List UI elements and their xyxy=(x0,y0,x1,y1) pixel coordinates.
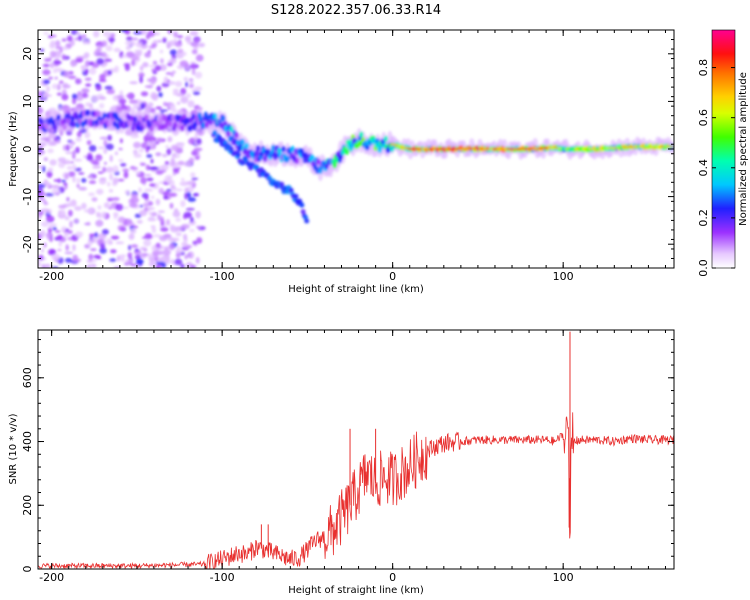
y-tick-label: 400 xyxy=(21,431,34,452)
colorbar-tick-label: 0.8 xyxy=(697,59,710,77)
y-tick-label: 600 xyxy=(21,367,34,388)
y-tick-label: 200 xyxy=(21,495,34,516)
y-tick-label: 10 xyxy=(21,94,34,108)
snr-panel: -200 -100 0 100 0 200 400 600 Height of straigh… xyxy=(8,329,675,596)
y-tick-label: -20 xyxy=(21,235,34,253)
colorbar-tick-label: 0.0 xyxy=(697,259,710,277)
snr-ticks: -200 -100 0 100 0 200 400 600 xyxy=(21,330,674,584)
figure-title: S128.2022.357.06.33.R14 xyxy=(271,3,441,18)
colorbar-tick-label: 0.6 xyxy=(697,109,710,127)
colorbar-ticks: 0.0 0.2 0.4 0.6 0.8 xyxy=(697,59,735,277)
snr-frame xyxy=(37,329,675,570)
snr-ylabel: SNR (10 * v/v) xyxy=(8,413,19,484)
y-tick-label: 20 xyxy=(21,47,34,61)
y-tick-label: 0 xyxy=(21,566,34,573)
x-tick-label: -100 xyxy=(210,270,235,283)
x-tick-label: 0 xyxy=(389,270,396,283)
x-tick-label: 100 xyxy=(553,571,574,584)
x-tick-label: 0 xyxy=(389,571,396,584)
colorbar-tick-label: 0.2 xyxy=(697,209,710,227)
colorbar: 0.0 0.2 0.4 0.6 0.8 Normalized spectral ampl… xyxy=(697,29,749,277)
colorbar-gradient xyxy=(711,29,736,269)
x-tick-label: 100 xyxy=(553,270,574,283)
snr-xlabel: Height of straight line (km) xyxy=(288,585,424,596)
snr-line xyxy=(38,412,674,569)
spectrogram-heatmap xyxy=(38,30,674,268)
y-tick-label: 0 xyxy=(21,146,34,153)
colorbar-tick-label: 0.4 xyxy=(697,159,710,177)
x-tick-label: -100 xyxy=(210,571,235,584)
spectrogram-xlabel: Height of straight line (km) xyxy=(288,284,424,295)
colorbar-label: Normalized spectral amplitude xyxy=(738,72,749,226)
x-tick-label: -200 xyxy=(39,270,64,283)
y-tick-label: -10 xyxy=(21,188,34,206)
spectrogram-ylabel: Frequency (Hz) xyxy=(8,111,19,187)
x-tick-label: -200 xyxy=(39,571,64,584)
